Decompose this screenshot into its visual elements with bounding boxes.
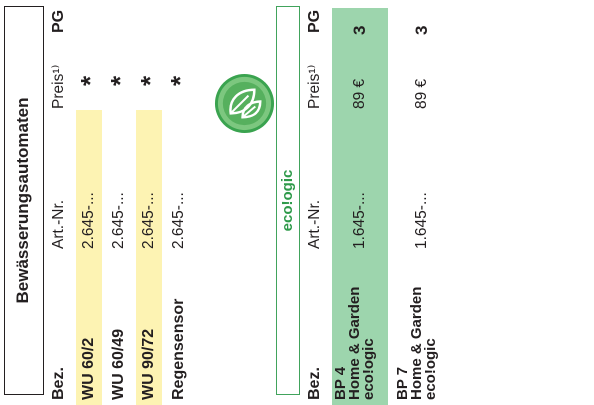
row-mark: *: [165, 75, 195, 86]
row-bez: Regensensor: [170, 298, 187, 400]
row-pg: 3: [350, 25, 369, 35]
row-bez: BP 7 Home & Garden eco!ogic: [394, 287, 439, 400]
header-art: Art.-Nr.: [306, 199, 323, 249]
header-pg: PG: [50, 9, 67, 33]
row-mark: *: [105, 75, 135, 86]
table-row: BP 7 Home & Garden eco!ogic 1.645-... 89…: [394, 0, 450, 405]
row-art: 1.645-...: [351, 192, 368, 249]
header-pg: PG: [306, 9, 323, 33]
section1-title-box: Bewässerungsautomaten: [4, 6, 44, 395]
row-bez-line: eco!ogic: [360, 338, 377, 400]
row-mark: *: [135, 75, 165, 86]
row-art: 1.645-...: [413, 192, 430, 249]
leaf-logo-icon: [214, 73, 275, 134]
section2-header-row: Bez. Art.-Nr. Preis¹⁾ PG: [302, 0, 328, 405]
section1-header-row: Bez. Art.-Nr. Preis¹⁾ PG: [46, 0, 72, 405]
table-row: WU 90/72 2.645-... *: [135, 0, 165, 405]
row-bez: WU 90/72: [140, 328, 157, 400]
row-pg: 3: [412, 25, 431, 35]
row-bez-line: eco!ogic: [422, 338, 439, 400]
header-bez: Bez.: [50, 367, 67, 400]
row-bez: WU 60/49: [110, 328, 127, 400]
row-preis: 89 €: [413, 78, 430, 109]
section2-title-box: eco!ogic: [276, 6, 300, 395]
row-art: 2.645-...: [140, 192, 157, 249]
table-row: WU 60/49 2.645-... *: [105, 0, 135, 405]
row-art: 2.645-...: [170, 192, 187, 249]
header-preis: Preis¹⁾: [50, 64, 67, 109]
row-art: 2.645-...: [80, 192, 97, 249]
header-bez: Bez.: [306, 367, 323, 400]
row-bez: BP 4 Home & Garden eco!ogic: [332, 287, 377, 400]
row-bez: WU 60/2: [80, 337, 97, 400]
table-row: WU 60/2 2.645-... *: [75, 0, 105, 405]
header-art: Art.-Nr.: [50, 199, 67, 249]
table-row: Regensensor 2.645-... *: [165, 0, 195, 405]
header-preis: Preis¹⁾: [306, 64, 323, 109]
row-art: 2.645-...: [110, 192, 127, 249]
table-row: BP 4 Home & Garden eco!ogic 1.645-... 89…: [332, 0, 388, 405]
row-mark: *: [75, 75, 105, 86]
section2-title: eco!ogic: [279, 169, 296, 232]
row-preis: 89 €: [351, 78, 368, 109]
section1-title: Bewässerungsautomaten: [13, 97, 32, 304]
